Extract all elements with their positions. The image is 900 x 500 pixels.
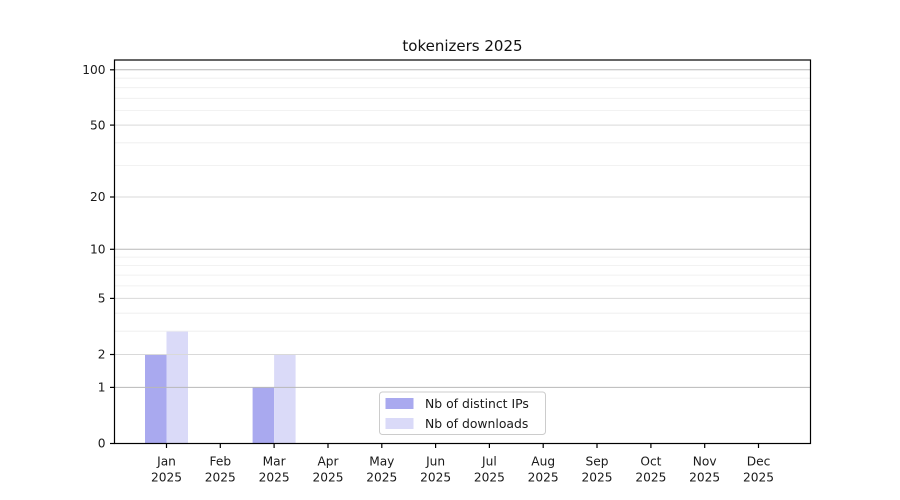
legend-box [379, 391, 546, 435]
bar-downloads-mar [274, 354, 296, 444]
x-axis-year-label: 2025 [259, 471, 290, 485]
tick-labels-layer: 0 1 2 5 10 20 50 100 Jan 2025 Feb 2025 Mar 2025 Apr 202… [82, 63, 774, 485]
y-axis-tick-label: 2 [98, 348, 106, 362]
y-axis-tick-label: 1 [98, 381, 106, 395]
x-axis-year-label: 2025 [635, 471, 666, 485]
x-axis-month-label: Apr [317, 455, 339, 469]
axes-layer [110, 59, 812, 448]
y-axis-tick-label: 50 [90, 118, 106, 132]
legend: Nb of distinct IPs Nb of downloads [379, 391, 546, 435]
y-axis-tick-label: 100 [82, 63, 105, 77]
y-axis-tick-label: 20 [90, 190, 106, 204]
bar-distinct-ips-jan [145, 354, 167, 444]
y-axis-tick-label: 0 [98, 437, 106, 451]
x-axis-month-label: Sep [586, 455, 609, 469]
x-axis-month-label: Jun [425, 455, 445, 469]
bars-layer [145, 331, 296, 444]
x-axis-month-label: Oct [640, 455, 661, 469]
x-axis-year-label: 2025 [689, 471, 720, 485]
x-axis-year-label: 2025 [312, 471, 343, 485]
x-axis-month-label: Feb [210, 455, 232, 469]
x-axis-month-label: Dec [747, 455, 771, 469]
chart-title: tokenizers 2025 [402, 37, 522, 55]
legend-label: Nb of downloads [425, 416, 528, 431]
y-axis-tick-label: 10 [90, 243, 106, 257]
x-axis-month-label: Jan [156, 455, 176, 469]
legend-swatch-downloads [385, 418, 414, 429]
x-axis-year-label: 2025 [420, 471, 451, 485]
x-axis-year-label: 2025 [743, 471, 774, 485]
plot-area-border [113, 59, 812, 445]
x-axis-year-label: 2025 [151, 471, 182, 485]
x-axis-month-label: Mar [263, 455, 287, 469]
x-axis-month-label: Aug [531, 455, 555, 469]
x-axis-month-label: May [369, 455, 394, 469]
legend-label: Nb of distinct IPs [425, 396, 529, 411]
x-axis-month-label: Nov [693, 455, 717, 469]
x-axis-year-label: 2025 [366, 471, 397, 485]
x-axis-year-label: 2025 [205, 471, 236, 485]
x-axis-year-label: 2025 [581, 471, 612, 485]
y-axis-tick-label: 5 [98, 292, 106, 306]
bar-distinct-ips-mar [252, 387, 275, 444]
x-axis-month-label: Jul [481, 455, 497, 469]
x-axis-year-label: 2025 [474, 471, 505, 485]
gridlines-layer [114, 69, 811, 388]
x-axis-year-label: 2025 [528, 471, 559, 485]
legend-swatch-distinct-ips [385, 398, 414, 409]
